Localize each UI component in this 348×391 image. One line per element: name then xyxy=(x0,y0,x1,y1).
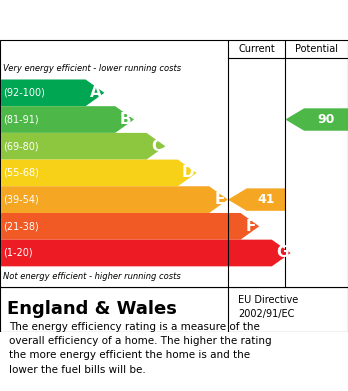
Text: A: A xyxy=(90,85,102,100)
Text: (1-20): (1-20) xyxy=(3,248,33,258)
Text: EU Directive
2002/91/EC: EU Directive 2002/91/EC xyxy=(238,295,299,319)
Polygon shape xyxy=(1,79,104,106)
Text: (21-38): (21-38) xyxy=(3,221,39,231)
Text: 90: 90 xyxy=(317,113,335,126)
Text: D: D xyxy=(182,165,195,180)
Text: (55-68): (55-68) xyxy=(3,168,39,178)
Text: The energy efficiency rating is a measure of the
overall efficiency of a home. T: The energy efficiency rating is a measur… xyxy=(9,322,271,375)
Text: England & Wales: England & Wales xyxy=(7,300,177,319)
Polygon shape xyxy=(228,188,285,211)
Polygon shape xyxy=(285,108,348,131)
Text: C: C xyxy=(151,139,163,154)
Text: E: E xyxy=(214,192,225,207)
Polygon shape xyxy=(1,133,165,160)
Polygon shape xyxy=(1,186,228,213)
Text: (81-91): (81-91) xyxy=(3,115,39,124)
Polygon shape xyxy=(1,160,197,186)
Text: G: G xyxy=(276,246,288,260)
Polygon shape xyxy=(1,240,291,266)
Polygon shape xyxy=(1,213,259,240)
Text: (92-100): (92-100) xyxy=(3,88,45,98)
Text: F: F xyxy=(246,219,256,234)
Text: Very energy efficient - lower running costs: Very energy efficient - lower running co… xyxy=(3,64,181,73)
Text: (69-80): (69-80) xyxy=(3,141,39,151)
Text: Energy Efficiency Rating: Energy Efficiency Rating xyxy=(9,13,219,27)
Text: Current: Current xyxy=(238,44,275,54)
Text: Not energy efficient - higher running costs: Not energy efficient - higher running co… xyxy=(3,272,181,281)
Text: (39-54): (39-54) xyxy=(3,195,39,204)
Polygon shape xyxy=(1,106,134,133)
Text: Potential: Potential xyxy=(295,44,338,54)
Text: B: B xyxy=(120,112,131,127)
Text: 41: 41 xyxy=(257,193,275,206)
